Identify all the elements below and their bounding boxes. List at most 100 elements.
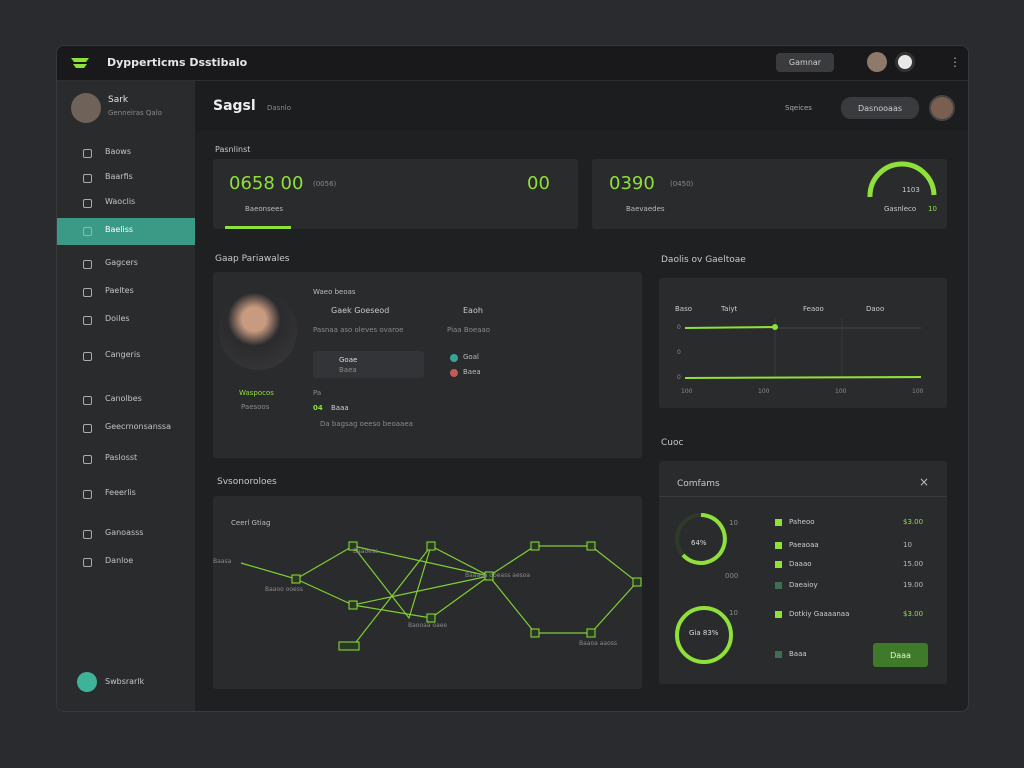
footer-icon [77,672,97,692]
profile-line: Pasnaa aso oleves ovaroe [313,326,404,334]
gauge-value: 1103 [902,186,920,194]
page-title: Sagsl [213,98,256,114]
nav-item[interactable]: Gagcers [105,258,138,267]
logo [71,58,89,68]
box-sub: Baea [339,366,357,374]
nav-item[interactable]: Ganoasss [105,528,144,537]
row-marker [775,651,782,658]
profile-name: Waspocos [239,389,274,397]
nav-item[interactable]: Danloe [105,556,134,565]
gauge-note: 10 [928,205,937,213]
network-subtitle: Ceerl Gtiag [231,519,271,527]
profile-heading: Waeo beoas [313,288,356,296]
app-title: Dypperticms Dsstibalo [107,56,248,69]
stat-link[interactable]: Baevaedes [626,205,665,213]
x-tick-label: 100 [835,388,847,395]
nav-item[interactable]: Waoclis [105,197,136,206]
row-value: 19.00 [903,581,924,589]
active-tab [225,226,291,229]
gauge-note: 10 [729,609,738,617]
row-value: $3.00 [903,518,924,526]
nav-item[interactable]: Paeltes [105,286,134,295]
header-button[interactable]: Gamnar [776,53,834,72]
dot [450,354,458,362]
sidebar-footer[interactable]: Swbsrarlk [105,677,145,686]
nav-icon [83,396,92,405]
profile-field: Gaek Goeseod [331,306,390,315]
chart-label: Feaoo [803,305,824,313]
menu-icon[interactable]: ⋮ [949,55,961,69]
close-button[interactable]: × [919,475,930,489]
row-marker [775,611,782,618]
nav-item[interactable]: Geecrnonsanssa [105,422,172,431]
nav-item[interactable]: Paslosst [105,453,138,462]
nav-icon [83,199,92,208]
row-label: Baaa [789,650,807,658]
nav-item[interactable]: Baarfis [105,172,133,181]
profile-line: Piaa Boeaao [447,326,491,334]
gauge-value: 64% [691,539,707,547]
row-marker [775,542,782,549]
code-label: Baaa [331,404,349,412]
legend: 000 [725,572,739,580]
topbar-button[interactable]: Dasnooaas [841,97,919,119]
node-label: Baaoa aaoss [579,640,618,647]
profile-role: Paesoos [241,403,270,411]
node-label: Baooaa oaee [408,622,448,629]
legend-item: Goal [463,353,479,361]
profile-footer: Da bagsag oeeso beoaaea [320,420,413,428]
row-value: 15.00 [903,560,924,568]
profile-avatar[interactable] [929,95,955,121]
panel-button[interactable]: Daaa [873,643,928,667]
node-label: Baaoess [353,548,379,555]
stat-note: (0450) [670,180,694,188]
user-role: Genneiras Qalo [108,109,162,117]
stat-side: 00 [527,173,550,194]
nav-item[interactable]: Cangeris [105,350,141,359]
page-subtitle: Dasnlo [267,104,291,112]
y-tick-label: 0 [677,374,681,381]
row-label: Daaao [789,560,812,568]
nav-icon [83,227,92,236]
nav-item[interactable]: Baeliss [105,225,134,234]
row-marker [775,519,782,526]
stats-label: Pasnlinst [215,145,251,154]
stat-note: (0056) [313,180,337,188]
row-marker [775,561,782,568]
section-title: Gaap Pariawales [215,254,290,264]
avatar[interactable] [867,52,887,72]
chart [684,318,922,379]
small-label: Pa [313,389,322,397]
avatar[interactable] [895,52,915,72]
nav-item[interactable]: Canolbes [105,394,142,403]
search[interactable]: Sqeices [785,104,812,112]
profile-field: Eaoh [463,306,483,315]
row-label: Paheoo [789,518,815,526]
user-avatar [71,93,101,123]
gauge-note: 10 [729,519,738,527]
nav-icon [83,288,92,297]
nav-icon [83,424,92,433]
profile-card: Waspocos Paesoos Waeo beoas Gaek Goeseod… [213,272,642,458]
nav-item[interactable]: Doiles [105,314,130,323]
profile-photo [219,292,297,370]
network-card: Ceerl Gtiag Baasa Baaoo ooess Baaoess Baaao… [213,496,642,689]
sidebar: Sark Genneiras Qalo Swbsrarlk Baows Baarf… [57,81,195,711]
dot [450,369,458,377]
y-tick-label: 0 [677,324,681,331]
gauge-value: Gia 83% [689,629,719,637]
chart-label: Taiyt [721,305,738,313]
nav-item[interactable]: Baows [105,147,131,156]
stat-link[interactable]: Baeonsees [245,205,284,213]
nav-item[interactable]: Feeerlis [105,488,136,497]
stat-card: 0658 00 (0056) 00 Baeonsees [213,159,578,229]
gauge [867,161,937,198]
row-label: Daeaioy [789,581,818,589]
row-value: $3.00 [903,610,924,618]
header: Dypperticms Dsstibalo Gamnar ⋮ [57,46,968,81]
nav-icon [83,174,92,183]
chart-label: Baso [675,305,693,313]
row-value: 10 [903,541,912,549]
stat-value: 0390 [609,173,655,194]
